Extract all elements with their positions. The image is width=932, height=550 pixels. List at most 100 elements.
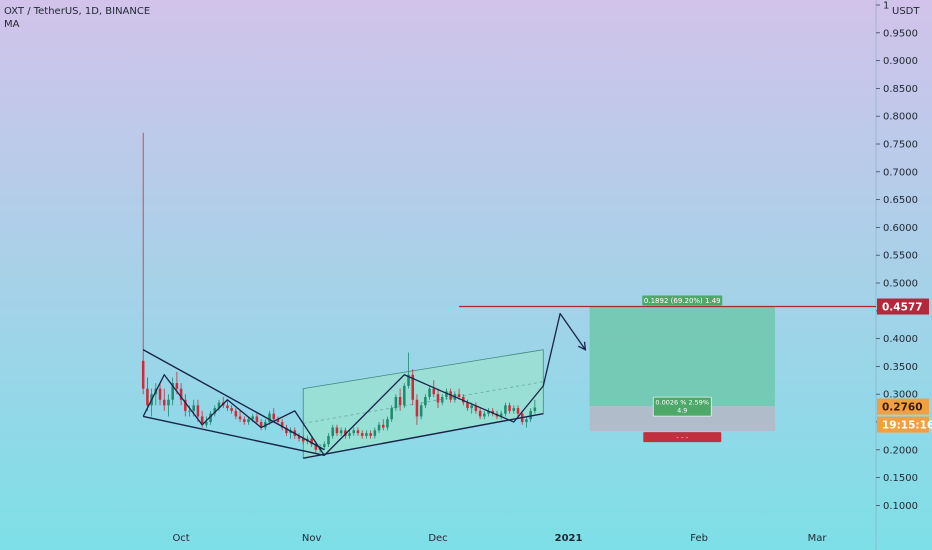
candle [398, 388, 402, 411]
candle-body [386, 419, 389, 428]
loss-label-box [643, 432, 722, 443]
y-tick-label: 0.8500 [883, 84, 918, 95]
candle-body [141, 360, 145, 389]
candle-body [179, 388, 183, 400]
candle-body [200, 416, 204, 425]
y-tick-label: 0.1000 [883, 501, 918, 512]
candle-body [436, 394, 440, 403]
time-axis[interactable]: Oct Nov Dec 2021 Feb Mar [172, 533, 827, 544]
current-price-tag-box [877, 398, 929, 415]
candle-body [398, 396, 402, 406]
candle [360, 430, 364, 439]
candle [167, 394, 170, 417]
projected-path[interactable] [142, 312, 586, 457]
candle [474, 402, 478, 414]
countdown-tag-text: 19:15:16 [882, 420, 932, 432]
candle [276, 416, 280, 425]
candle-body [234, 410, 238, 417]
candle-body [424, 396, 427, 406]
candle-body [491, 410, 495, 414]
candle-body [466, 402, 469, 409]
candle [310, 435, 313, 448]
candle [213, 405, 217, 417]
candle [457, 388, 461, 400]
candle [512, 405, 516, 414]
candle-body [205, 422, 208, 425]
candle-body [457, 394, 461, 397]
profit-label-text: 0.1892 (69.20%) 1.49 [644, 297, 721, 305]
candle-body [373, 430, 377, 436]
candle [339, 427, 343, 436]
candle [171, 377, 174, 406]
candle [162, 388, 166, 411]
candle [432, 380, 436, 397]
candle [348, 430, 351, 439]
indicator-legend-ma[interactable]: MA [4, 19, 20, 30]
x-tick-label: 2021 [555, 533, 583, 544]
candle [407, 352, 410, 389]
candle-body [508, 405, 511, 411]
candle-body [175, 383, 179, 389]
candle [403, 383, 406, 409]
candle-body [158, 388, 162, 400]
candle-body [213, 408, 217, 414]
candle-body [445, 391, 448, 397]
candle [285, 424, 288, 436]
trend-drawings[interactable] [142, 305, 876, 459]
candle-body [525, 419, 528, 422]
candle [209, 410, 212, 425]
countdown-tag-box [877, 416, 929, 433]
candle-body [394, 396, 398, 409]
wedge-upper-line[interactable] [142, 349, 325, 451]
candle-body [146, 388, 149, 406]
candle [386, 416, 389, 431]
y-tick-label: 0.8000 [883, 112, 918, 123]
candle [445, 388, 448, 400]
candle [230, 405, 233, 414]
y-tick-label: 0.2000 [883, 445, 918, 456]
candle-body [188, 410, 191, 412]
candle-body [487, 410, 490, 414]
candle [478, 408, 482, 420]
long-position-tool[interactable]: 0.1892 (69.20%) 1.49 0.0026 % 2.59%4.9 - -… [589, 295, 775, 443]
candle-body [533, 407, 537, 411]
candle-body [226, 405, 229, 409]
candle [217, 399, 221, 411]
candle-body [285, 427, 288, 434]
candle [440, 394, 444, 406]
candle-body [167, 399, 170, 406]
candle [234, 408, 238, 420]
candle-body [339, 430, 343, 434]
candle-body [259, 422, 263, 428]
candle [344, 427, 347, 439]
candle-body [301, 438, 305, 442]
x-tick-label: Dec [428, 533, 447, 544]
candle [516, 405, 520, 417]
y-tick-label: 0.7500 [883, 140, 918, 151]
candle [483, 410, 486, 420]
candle-body [499, 413, 503, 417]
y-tick-label: 0.4000 [883, 334, 918, 345]
candle [373, 427, 377, 439]
symbol-title[interactable]: OXT / TetherUS, 1D, BINANCE [4, 6, 151, 17]
candle-body [352, 430, 356, 434]
candle [243, 416, 246, 425]
y-tick-label: 0.6000 [883, 223, 918, 234]
candle [255, 413, 259, 425]
candle-body [184, 399, 187, 411]
y-tick-label: 0.1500 [883, 473, 918, 484]
candle [415, 394, 419, 425]
candle-body [238, 416, 242, 420]
channel-lower-line[interactable] [303, 412, 544, 459]
candle [352, 427, 356, 436]
y-tick-label: 0.6500 [883, 195, 918, 206]
candle-body [243, 419, 246, 422]
candle [280, 419, 284, 431]
candle-body [440, 396, 444, 403]
candle-body [381, 424, 385, 428]
candle-body [217, 402, 221, 409]
candle [297, 433, 301, 442]
wedge-lower-line[interactable] [143, 415, 325, 457]
